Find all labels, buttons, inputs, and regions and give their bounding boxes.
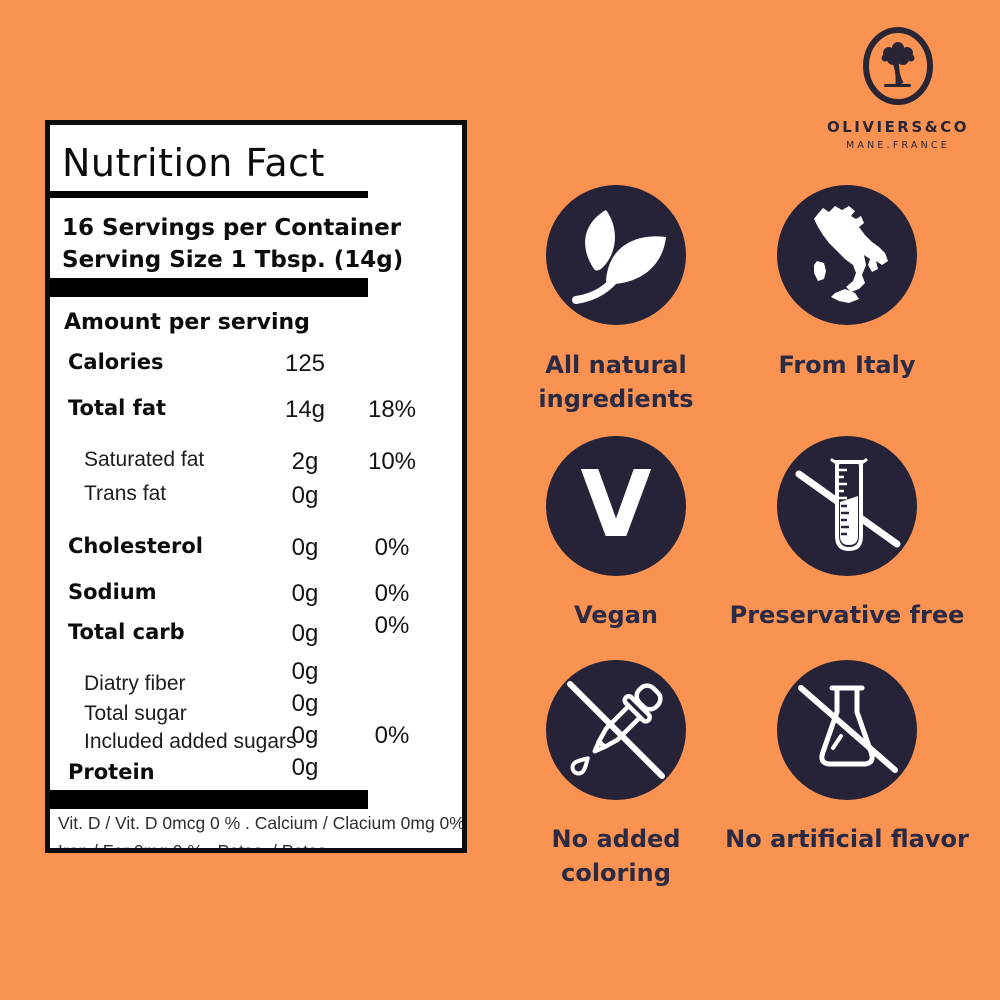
nutrient-dv-percent: 0% [374,722,410,749]
vegan-letter: V [580,451,651,558]
italy-map-icon [814,206,888,303]
nutrient-value: 0g [291,690,319,717]
nutrient-value: 0g [291,754,319,781]
no-artificial-flavor-badge [777,660,917,800]
leaf-icon [572,210,666,304]
nutrition-title: Nutrition Fact [62,141,325,185]
brand-location: MANE.FRANCE [846,140,950,151]
nutrient-name: Saturated fat [84,448,205,471]
nutrient-name: Total sugar [84,702,187,725]
nutrition-row-calories: Calories 125 [60,350,452,384]
nutrient-name: Included added sugars [84,730,297,753]
divider-line [50,191,368,198]
badge-caption-preservative-free: Preservative free [729,601,965,629]
no-added-coloring-badge [546,660,686,800]
nutrient-dv-percent: 0% [374,612,410,639]
nutrition-row-saturated-fat: Saturated fat 2g 10% [60,448,452,482]
all-natural-badge [546,185,686,325]
badge-caption-vegan: Vegan [574,601,658,629]
nutrient-value: 0g [291,658,319,685]
nutrient-value: 125 [284,350,326,377]
nutrition-row-cholesterol: Cholesterol 0g 0% [60,534,452,568]
no-artificial-flavor-icon [798,685,898,773]
nutrition-row-total-fat: Total fat 14g 18% [60,396,452,430]
vegan-badge: V [546,436,686,576]
olive-tree-icon [881,42,915,87]
nutrient-name: Trans fat [84,482,167,505]
footnote-line2: Iron / Fer 0mg 0 % . Potas. / Potas [58,841,327,853]
nutrient-dv-percent: 10% [367,448,417,475]
oliviers-logo-icon [863,27,933,105]
badge-caption-no-artificial-flavor: No artificial flavor [725,825,969,853]
divider-bar [50,278,368,297]
nutrient-dv-percent: 18% [367,396,417,423]
nutrient-value: 0g [291,534,319,561]
nutrient-dv-percent: 0% [374,580,410,607]
nutrient-value: 2g [291,448,319,475]
no-coloring-icon [567,681,665,779]
nutrition-facts-card: Nutrition Fact 16 Servings per Container… [45,120,467,853]
nutrition-row-trans-fat: Trans fat 0g [60,482,452,516]
nutrient-value: 0g [291,580,319,607]
nutrition-row-sodium: Sodium 0g 0% [60,580,452,614]
no-preservative-icon [795,458,901,552]
from-italy-badge [777,185,917,325]
serving-size: Serving Size 1 Tbsp. (14g) [62,247,404,273]
nutrition-row-total-sugar: Total sugar 0g [60,690,452,736]
nutrition-row-total-carb: Total carb 0g 0% [60,612,452,654]
badge-caption-from-italy: From Italy [778,351,916,379]
badge-caption-all-natural: All natural ingredients [538,351,694,413]
nutrient-value: 0g [291,620,319,647]
servings-per-container: 16 Servings per Container [62,215,402,241]
nutrition-row-dietary-fiber: Diatry fiber 0g [60,658,452,706]
divider-bar [50,790,368,809]
nutrition-row-protein: Protein 0g [60,754,452,794]
nutrient-name: Total carb [68,620,185,644]
nutrient-value: 14g [284,396,326,423]
nutrient-dv-percent: 0% [374,534,410,561]
amount-per-serving-heading: Amount per serving [64,310,310,335]
nutrition-row-added-sugars: Included added sugars 0g 0% [60,722,452,764]
nutrient-name: Sodium [68,580,157,604]
nutrient-value: 0g [291,482,319,509]
brand-name: OLIVIERS&CO [826,118,970,136]
nutrient-name: Protein [68,760,155,784]
nutrient-name: Diatry fiber [84,672,186,695]
nutrient-value: 0g [291,722,319,749]
badge-caption-no-added-coloring: No added coloring [551,825,681,887]
vegan-v-icon: V [580,451,651,558]
nutrient-name: Cholesterol [68,534,203,558]
footnote-line1: Vit. D / Vit. D 0mcg 0 % . Calcium / Cla… [58,813,465,833]
preservative-free-badge [777,436,917,576]
nutrient-name: Total fat [68,396,167,420]
nutrient-name: Calories [68,350,164,374]
